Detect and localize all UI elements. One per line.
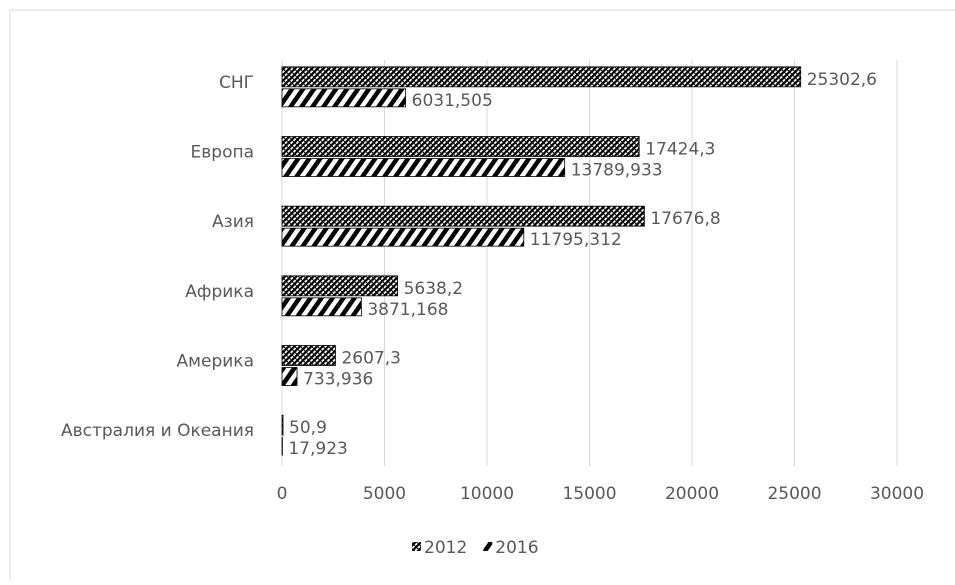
data-label: 11795,312: [530, 230, 622, 250]
x-tick-label: 30000: [870, 484, 924, 504]
y-tick-label: Австралия и Океания: [61, 421, 254, 441]
bar: [282, 276, 398, 296]
bar: [282, 206, 644, 226]
data-label: 5638,2: [404, 279, 463, 299]
bar: [282, 159, 565, 177]
bar: [282, 298, 361, 316]
bar: [282, 228, 524, 246]
data-label: 50,9: [289, 418, 327, 438]
x-tick-label: 10000: [460, 484, 514, 504]
bar: [282, 67, 801, 87]
data-label: 733,936: [303, 370, 373, 390]
data-label: 17424,3: [645, 140, 715, 160]
legend-label: 2012: [424, 538, 467, 558]
y-tick-label: Азия: [212, 212, 254, 232]
bar: [282, 137, 639, 157]
y-tick-label: СНГ: [219, 73, 254, 93]
legend-swatch: [412, 542, 421, 551]
bar: [282, 89, 406, 107]
x-tick-label: 25000: [767, 484, 821, 504]
bar: [282, 368, 297, 386]
y-tick-label: Африка: [185, 282, 254, 302]
x-tick-label: 15000: [562, 484, 616, 504]
data-label: 25302,6: [807, 70, 877, 90]
data-label: 17676,8: [650, 209, 720, 229]
legend-swatch: [483, 542, 492, 551]
bar: [282, 415, 283, 435]
data-label: 6031,505: [412, 91, 493, 111]
x-tick-label: 0: [277, 484, 288, 504]
data-label: 17,923: [288, 439, 347, 459]
bar: [282, 346, 335, 366]
data-label: 13789,933: [571, 161, 663, 181]
data-label: 3871,168: [367, 300, 448, 320]
y-tick-label: Америка: [177, 352, 254, 372]
x-tick-label: 5000: [363, 484, 406, 504]
y-tick-label: Европа: [191, 143, 254, 163]
data-label: 2607,3: [341, 349, 400, 369]
x-tick-label: 20000: [665, 484, 719, 504]
legend-label: 2016: [495, 538, 538, 558]
